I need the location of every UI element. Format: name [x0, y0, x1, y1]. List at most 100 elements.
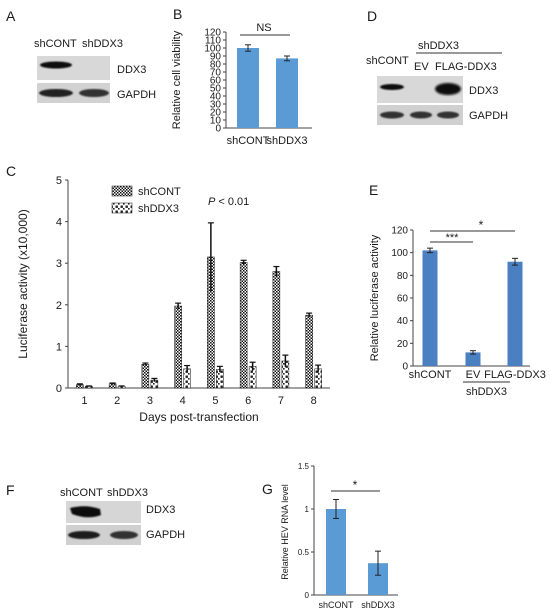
- y-tick-label: 0.5: [298, 548, 310, 557]
- x-tick-label: 8: [311, 395, 317, 407]
- x-category-label: shCONT: [227, 135, 270, 147]
- bar: [272, 271, 281, 389]
- y-tick-label: 20: [397, 339, 409, 350]
- panel-letter-e: E: [369, 182, 378, 198]
- y-tick-label: 30: [210, 100, 222, 111]
- y-tick-label: 100: [204, 44, 221, 55]
- blot-band: [40, 61, 72, 69]
- x-tick-label: 1: [81, 395, 87, 407]
- x-axis-label: Days post-transfection: [139, 410, 258, 424]
- blot-band: [410, 111, 432, 119]
- group-label-shddx3: shDDX3: [418, 40, 459, 52]
- row-label-ddx3: DDX3: [146, 504, 175, 516]
- lane-label-shddx3: shDDX3: [82, 38, 123, 50]
- y-tick-label: 80: [210, 60, 222, 71]
- lane-label-shcont: shCONT: [60, 487, 103, 499]
- blot-band: [380, 84, 404, 90]
- row-label-gapdh: GAPDH: [146, 529, 185, 541]
- significance-label: NS: [256, 22, 271, 34]
- row-label-ddx3: DDX3: [117, 64, 146, 76]
- y-tick-label: 60: [210, 76, 222, 87]
- lane-label-shcont: shCONT: [34, 38, 77, 50]
- panel-e: E 0 20 40 60 80 100 120 shCONT EV FLAG-DDX3 Relati…: [369, 182, 546, 398]
- bar: [141, 364, 150, 389]
- y-tick-label: 80: [397, 271, 409, 282]
- y-tick-label: 40: [210, 92, 222, 103]
- chart-e: 0 20 40 60 80 100 120 shCONT EV FLAG-DDX3 Relative…: [369, 226, 546, 382]
- lane-label-shddx3: shDDX3: [107, 487, 148, 499]
- legend-label: shDDX3: [138, 203, 179, 215]
- bar: [465, 352, 481, 366]
- y-tick-label: 1.5: [298, 462, 310, 471]
- p-value-label: P < 0.01: [208, 196, 249, 208]
- bar: [422, 250, 438, 366]
- bar: [305, 314, 313, 389]
- blot-band: [437, 111, 459, 119]
- x-tick-label: 2: [114, 395, 120, 407]
- blot-gapdh-membrane: [37, 83, 110, 103]
- panel-d: D shDDX3 shCONT EV FLAG-DDX3 DDX3 GAPDH: [366, 8, 508, 125]
- lane-label-shcont: shCONT: [366, 55, 409, 67]
- y-axis-label: Luciferase activity (x10,000): [16, 209, 30, 358]
- y-tick-label: 1: [56, 341, 62, 353]
- y-tick-label: 0: [215, 124, 221, 135]
- bar: [239, 262, 248, 389]
- legend-swatch: [111, 202, 133, 214]
- y-tick-label: 10: [210, 116, 222, 127]
- y-tick-label: 0: [305, 591, 310, 600]
- panel-letter-d: D: [367, 8, 377, 24]
- panel-c: C 0 1 2 3 4 5 1 2 3 4 5 6 7 8 shCONT shDDX3 Days post-tr…: [6, 163, 330, 424]
- y-tick-label: 1: [305, 505, 310, 514]
- legend-label: shCONT: [138, 186, 181, 198]
- panel-letter-g: G: [262, 481, 273, 497]
- panel-g: G 0 0.5 1 1.5 shCONT shDDX3 Relative HEV RNA l…: [262, 462, 398, 610]
- significance-label: *: [353, 478, 358, 492]
- bar: [368, 563, 388, 595]
- blot-band: [110, 531, 138, 539]
- x-category-label: FLAG-DDX3: [484, 369, 546, 381]
- legend-swatch: [111, 185, 133, 197]
- y-tick-label: 0: [402, 362, 408, 373]
- y-tick-label: 110: [205, 36, 221, 47]
- row-label-gapdh: GAPDH: [469, 110, 508, 122]
- y-tick-label: 3: [56, 258, 62, 270]
- panel-letter-b: B: [173, 6, 182, 22]
- y-axis-label: Relative cell viability: [171, 30, 183, 129]
- panel-letter-f: F: [6, 482, 15, 498]
- x-category-label: EV: [466, 369, 481, 381]
- panel-letter-a: A: [6, 8, 16, 24]
- significance-label-low: ***: [446, 232, 460, 244]
- significance-label-top: *: [479, 218, 484, 232]
- y-tick-label: 40: [397, 316, 409, 327]
- blot-band: [70, 506, 101, 518]
- x-category-label: shDDX3: [361, 600, 395, 610]
- lane-label-ev: EV: [414, 61, 429, 73]
- x-tick-label: 7: [278, 395, 284, 407]
- x-category-label: shCONT: [318, 600, 354, 610]
- panel-f: F shCONT shDDX3 DDX3 GAPDH: [6, 482, 185, 545]
- y-tick-label: 50: [210, 84, 222, 95]
- y-tick-label: 5: [56, 175, 62, 187]
- x-category-label: shCONT: [409, 369, 452, 381]
- y-tick-label: 100: [391, 248, 408, 259]
- blot-band: [79, 89, 109, 97]
- blot-band: [68, 531, 100, 539]
- y-tick-label: 0: [56, 383, 62, 395]
- y-axis-label: Relative luciferase activity: [369, 234, 381, 361]
- bar: [507, 261, 523, 366]
- chart-g: 0 0.5 1 1.5 shCONT shDDX3 Relative HEV RNA lev…: [280, 462, 398, 610]
- row-label-gapdh: GAPDH: [117, 89, 156, 101]
- chart-c: 0 1 2 3 4 5 1 2 3 4 5 6 7 8 shCONT shDDX3 Days post-tran…: [16, 175, 330, 424]
- y-tick-label: 2: [56, 300, 62, 312]
- y-tick-label: 20: [210, 108, 222, 119]
- x-category-label: shDDX3: [267, 135, 308, 147]
- blot-gapdh-membrane: [66, 525, 141, 545]
- x-tick-label: 4: [180, 395, 186, 407]
- bar: [174, 305, 182, 389]
- p-rest: < 0.01: [215, 196, 249, 208]
- y-axis-label: Relative HEV RNA level: [280, 484, 290, 580]
- y-tick-label: 4: [56, 217, 62, 229]
